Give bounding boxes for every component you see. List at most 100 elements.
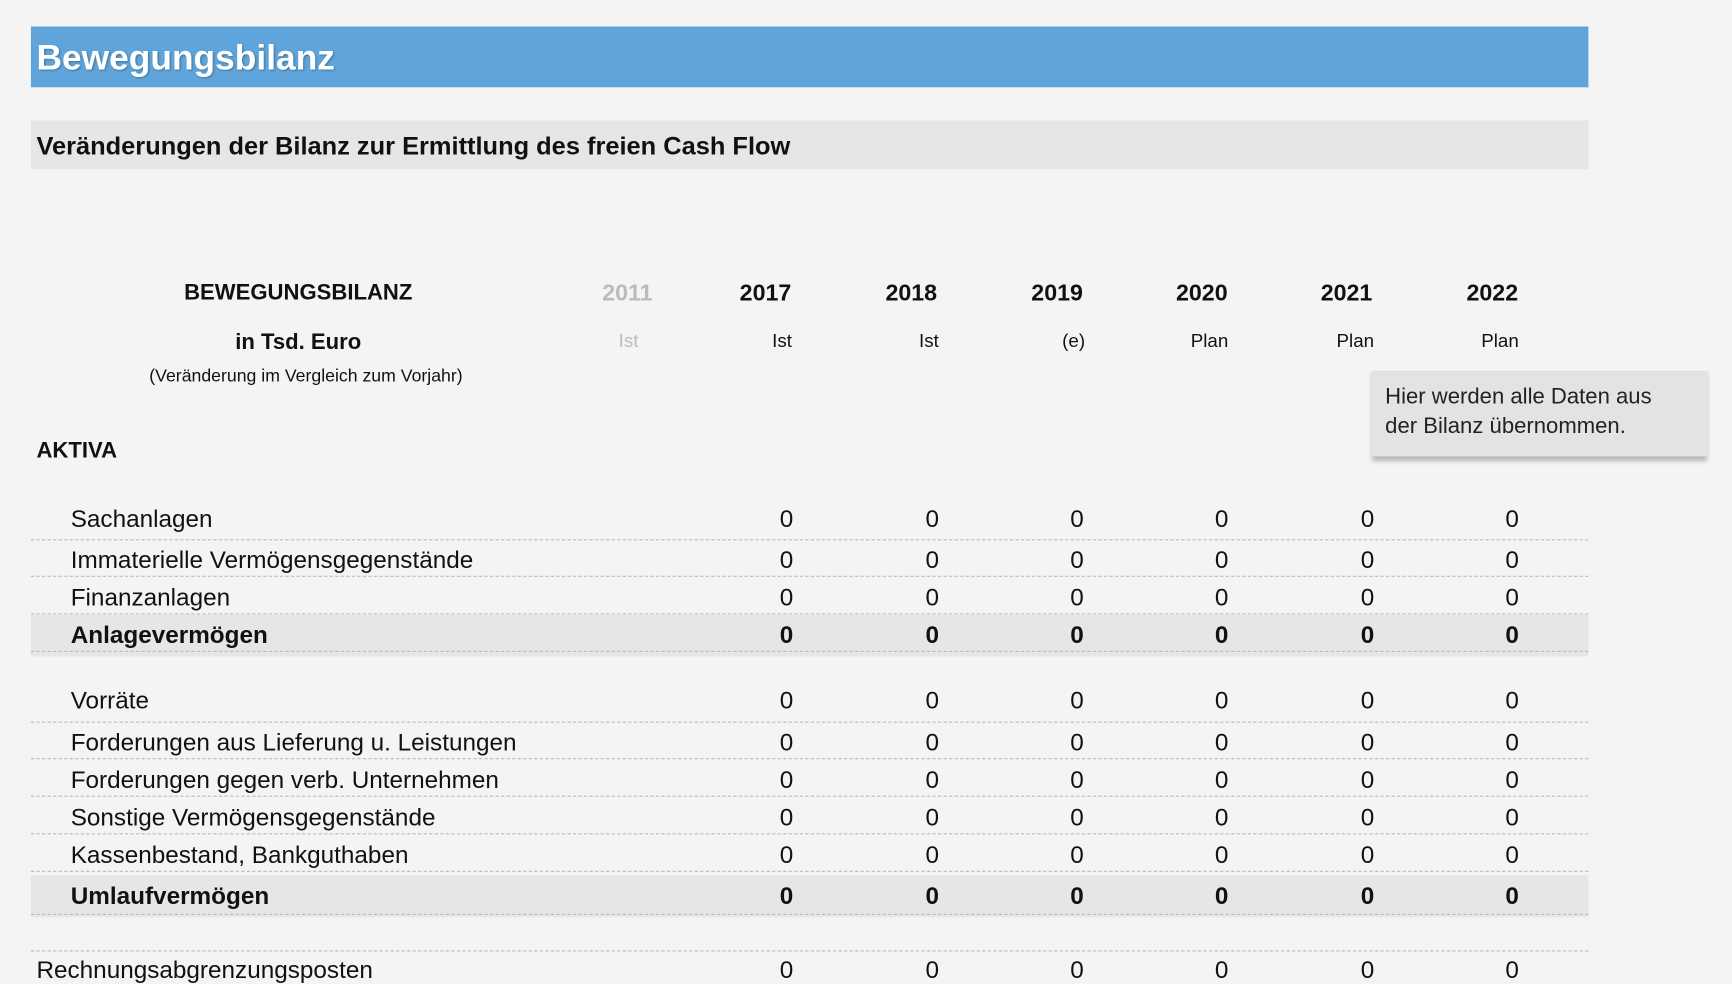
row-label: Finanzanlagen <box>70 583 231 612</box>
year-sub: Plan <box>1190 330 1229 352</box>
cell-value: 0 <box>1360 583 1375 612</box>
cell-value: 0 <box>1360 840 1375 869</box>
cell-value: 0 <box>1360 545 1375 574</box>
cell-value: 0 <box>1360 765 1375 794</box>
cell-value: 0 <box>1070 728 1084 756</box>
cell-value: 0 <box>1505 545 1519 574</box>
cell-value: 0 <box>779 881 794 910</box>
cell-value: 0 <box>1505 955 1519 984</box>
note-line: der Bilanz übernommen. <box>1385 414 1626 439</box>
cell-value: 0 <box>1360 505 1375 533</box>
title-banner <box>30 26 1589 88</box>
cell-value: 0 <box>1214 803 1229 832</box>
row-divider <box>30 913 1589 916</box>
cell-value: 0 <box>779 545 794 574</box>
cell-value: 0 <box>925 765 940 794</box>
cell-value: 0 <box>779 765 794 794</box>
cell-value: 0 <box>779 686 794 714</box>
title: Bewegungsbilanz <box>36 37 335 78</box>
cell-value: 0 <box>925 505 940 533</box>
cell-value: 0 <box>779 840 794 869</box>
cell-value: 0 <box>779 505 794 533</box>
year-header: 2019 <box>1031 280 1083 307</box>
cell-value: 0 <box>1070 505 1084 533</box>
cell-value: 0 <box>1505 881 1519 910</box>
year-sub: Plan <box>1481 330 1519 352</box>
cell-value: 0 <box>925 803 940 832</box>
cell-value: 0 <box>1214 728 1229 756</box>
cell-value: 0 <box>1214 583 1229 612</box>
cell-value: 0 <box>1070 955 1084 984</box>
cell-value: 0 <box>1505 686 1519 714</box>
cell-value: 0 <box>1505 728 1519 756</box>
heading-note: (Veränderung im Vergleich zum Vorjahr) <box>149 366 463 386</box>
section-label: AKTIVA <box>36 438 118 464</box>
row-highlight <box>30 614 1589 657</box>
cell-value: 0 <box>925 545 940 574</box>
row-divider <box>30 795 1589 797</box>
year-sub: Ist <box>919 330 939 352</box>
row-divider <box>30 758 1589 760</box>
cell-value: 0 <box>1505 840 1519 869</box>
year-sub: Plan <box>1336 330 1375 352</box>
cell-value: 0 <box>925 686 940 714</box>
row-label: Forderungen aus Lieferung u. Leistungen <box>70 728 517 756</box>
cell-value: 0 <box>1505 621 1519 649</box>
cell-value: 0 <box>1214 955 1229 984</box>
unit-label: in Tsd. Euro <box>235 330 362 355</box>
cell-value: 0 <box>1360 955 1375 984</box>
row-label: Anlagevermögen <box>70 621 268 649</box>
cell-value: 0 <box>1070 686 1084 714</box>
subtitle-bar <box>30 120 1589 170</box>
row-divider <box>30 833 1589 835</box>
cell-value: 0 <box>1070 803 1084 832</box>
cell-value: 0 <box>1214 881 1229 910</box>
cell-value: 0 <box>779 583 794 612</box>
year-header: 2020 <box>1175 280 1228 307</box>
row-divider <box>30 870 1589 872</box>
table-heading: BEWEGUNGSBILANZ <box>184 280 413 306</box>
row-divider <box>30 650 1589 652</box>
cell-value: 0 <box>1505 803 1519 832</box>
row-label: Umlaufvermögen <box>70 881 270 910</box>
cell-value: 0 <box>779 621 794 649</box>
cell-value: 0 <box>925 728 940 756</box>
cell-value: 0 <box>1214 505 1229 533</box>
year-header: 2021 <box>1320 280 1373 307</box>
cell-value: 0 <box>1214 621 1229 649</box>
row-divider <box>30 613 1589 615</box>
row-divider <box>30 575 1589 577</box>
cell-value: 0 <box>1070 840 1084 869</box>
row-label: Kassenbestand, Bankguthaben <box>70 840 409 869</box>
cell-value: 0 <box>925 955 940 984</box>
cell-value: 0 <box>1070 583 1084 612</box>
year-header: 2018 <box>885 280 938 307</box>
row-label: Sonstige Vermögensgegenstände <box>70 803 436 832</box>
year-header: 2017 <box>739 280 792 307</box>
cell-value: 0 <box>1505 583 1519 612</box>
cell-value: 0 <box>1360 686 1375 714</box>
cell-value: 0 <box>1214 545 1229 574</box>
row-label: Forderungen gegen verb. Unternehmen <box>70 765 499 794</box>
subtitle: Veränderungen der Bilanz zur Ermittlung … <box>36 131 791 161</box>
row-highlight <box>30 875 1589 918</box>
cell-value: 0 <box>925 840 940 869</box>
cell-value: 0 <box>1070 881 1084 910</box>
row-label: Vorräte <box>70 686 150 714</box>
cell-value: 0 <box>1214 686 1229 714</box>
cell-value: 0 <box>1214 840 1229 869</box>
cell-value: 0 <box>1070 621 1084 649</box>
cell-value: 0 <box>1070 765 1084 794</box>
cell-value: 0 <box>1505 505 1519 533</box>
row-divider <box>30 539 1589 541</box>
cell-value: 0 <box>779 803 794 832</box>
cell-value: 0 <box>925 881 940 910</box>
cell-value: 0 <box>1505 765 1519 794</box>
note-line: Hier werden alle Daten aus <box>1385 384 1652 409</box>
cell-value: 0 <box>925 583 940 612</box>
cell-value: 0 <box>925 621 940 649</box>
year-sub: (e) <box>1062 330 1086 352</box>
cell-value: 0 <box>1214 765 1229 794</box>
